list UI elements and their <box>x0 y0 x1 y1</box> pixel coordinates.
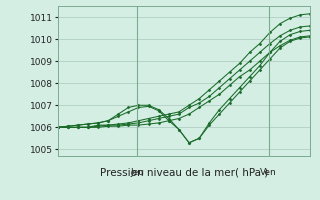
Text: Ven: Ven <box>260 168 277 177</box>
Text: Jeu: Jeu <box>130 168 144 177</box>
X-axis label: Pression niveau de la mer( hPa ): Pression niveau de la mer( hPa ) <box>100 167 268 177</box>
